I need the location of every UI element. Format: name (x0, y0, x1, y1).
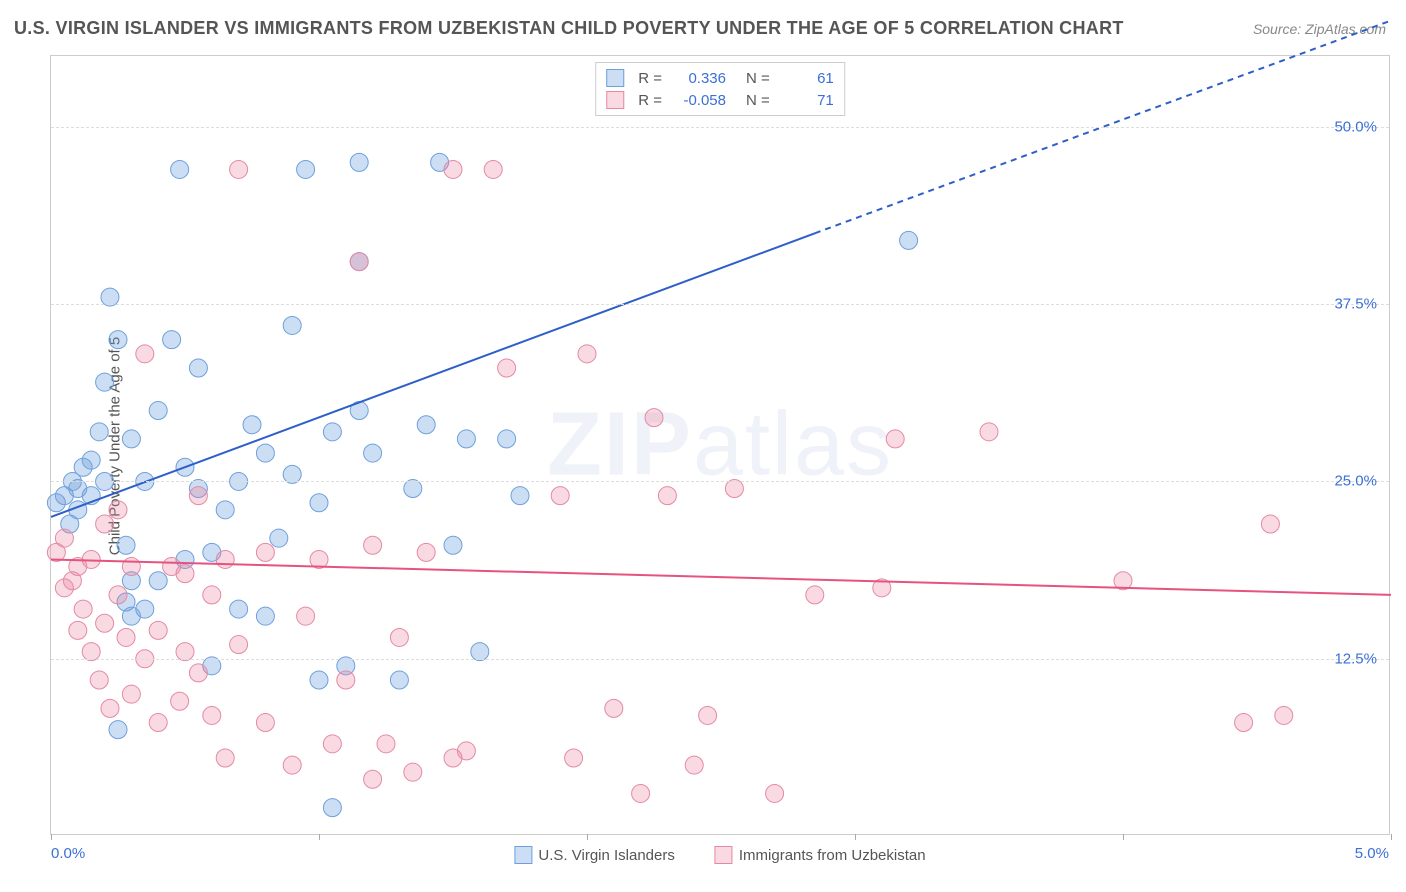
legend-item-series2: Immigrants from Uzbekistan (715, 846, 926, 864)
x-tick-mark (1123, 834, 1124, 840)
x-tick-label: 5.0% (1355, 845, 1389, 862)
x-tick-mark (587, 834, 588, 840)
series-legend: U.S. Virgin Islanders Immigrants from Uz… (514, 846, 925, 864)
legend-item-series1: U.S. Virgin Islanders (514, 846, 674, 864)
x-tick-mark (855, 834, 856, 840)
y-tick-label: 12.5% (1334, 650, 1377, 667)
legend-row-series2: R = -0.058 N = 71 (606, 89, 834, 111)
scatter-plot-svg (51, 56, 1389, 834)
chart-plot-area: ZIPatlas R = 0.336 N = 61 R = -0.058 N =… (50, 55, 1390, 835)
swatch-series2 (606, 91, 624, 109)
swatch-series1-bottom (514, 846, 532, 864)
grid-line (51, 127, 1389, 128)
n-value-series1: 61 (778, 70, 834, 87)
swatch-series2-bottom (715, 846, 733, 864)
swatch-series1 (606, 69, 624, 87)
correlation-legend: R = 0.336 N = 61 R = -0.058 N = 71 (595, 62, 845, 116)
r-value-series2: -0.058 (670, 92, 726, 109)
source-label: Source: ZipAtlas.com (1253, 21, 1386, 37)
chart-title: U.S. VIRGIN ISLANDER VS IMMIGRANTS FROM … (14, 18, 1124, 39)
grid-line (51, 304, 1389, 305)
x-tick-label: 0.0% (51, 845, 85, 862)
y-tick-label: 37.5% (1334, 296, 1377, 313)
y-tick-label: 25.0% (1334, 473, 1377, 490)
legend-row-series1: R = 0.336 N = 61 (606, 67, 834, 89)
x-tick-mark (51, 834, 52, 840)
y-tick-label: 50.0% (1334, 118, 1377, 135)
grid-line (51, 659, 1389, 660)
grid-line (51, 481, 1389, 482)
x-tick-mark (319, 834, 320, 840)
x-tick-mark (1391, 834, 1392, 840)
r-value-series1: 0.336 (670, 70, 726, 87)
n-value-series2: 71 (778, 92, 834, 109)
